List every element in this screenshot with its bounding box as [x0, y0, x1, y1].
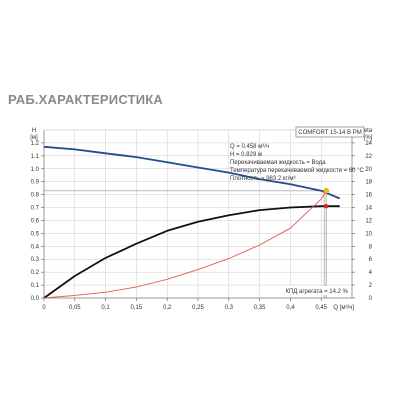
duty-guides [44, 190, 327, 298]
x-tick-label: 0,25 [192, 305, 204, 311]
x-tick-label: 0,4 [286, 305, 295, 311]
y-left-tick-label: 0.6 [31, 218, 40, 224]
efficiency-label: КПД агрегата = 14.2 % [285, 289, 348, 295]
y-left-tick-label: 1.2 [31, 141, 40, 147]
y-right-tick-label: 22 [365, 154, 372, 160]
y-left-tick-label: 0.3 [31, 257, 40, 263]
duty-point-line: Температура перекачиваемой жидкости = 60… [230, 167, 365, 174]
y-axis-left-label: H [м] [30, 128, 38, 141]
duty-markers [323, 188, 329, 209]
y-axis-right-label: eta [%] [364, 128, 373, 141]
y-right-tick-label: 16 [365, 193, 372, 199]
series-line-0 [43, 145, 341, 200]
duty-point-line: Плотность = 983.2 кг/м³ [230, 176, 295, 182]
y-left-tick-label: 0.1 [31, 283, 40, 289]
y-right-tick-label: 10 [365, 231, 372, 237]
x-axis-label: Q [м³/ч] [333, 305, 354, 311]
duty-point-line: H = 0.829 м [230, 152, 262, 158]
y-right-tick-label: 0 [369, 296, 373, 302]
duty-point-marker [323, 188, 329, 194]
y-right-tick-label: 12 [365, 218, 372, 224]
y-left-tick-label: 0.5 [31, 231, 40, 237]
duty-point-line: Q = 0.458 м³/ч [230, 144, 269, 150]
y-right-tick-label: 4 [369, 270, 373, 276]
y-axis-right-label-line: eta [364, 128, 373, 134]
page-title: РАБ.ХАРАКТЕРИСТИКА [8, 92, 164, 107]
y-left-tick-label: 0.9 [31, 180, 40, 186]
x-tick-label: 0,05 [69, 305, 81, 311]
y-axis-left-label-line: H [32, 128, 36, 134]
series-line-2 [43, 191, 327, 299]
y-right-tick-label: 14 [365, 206, 372, 212]
x-tick-label: 0,45 [315, 305, 327, 311]
model-label: COMFORT 15-14 B PM [298, 130, 361, 136]
x-tick-label: 0,1 [101, 305, 110, 311]
y-left-tick-label: 0.8 [31, 193, 40, 199]
y-right-tick-label: 18 [365, 180, 372, 186]
y-left-tick-label: 1.0 [31, 167, 40, 173]
y-left-tick-labels: 0.0 0.1 0.2 0.3 0.4 0.5 0.6 0.7 0.8 0.9 1.0 1.1 1.2 [31, 141, 44, 302]
duty-point-line: Перекачиваемая жидкость = Вода [230, 160, 326, 166]
x-tick-label: 0 [42, 305, 46, 311]
y-right-tick-label: 20 [365, 167, 372, 173]
x-tick-label: 0,35 [254, 305, 266, 311]
series-line-1 [43, 205, 340, 299]
y-left-tick-label: 0.0 [31, 296, 40, 302]
x-tick-label: 0,15 [131, 305, 143, 311]
y-left-tick-label: 0.7 [31, 206, 40, 212]
series [43, 145, 341, 299]
grid [43, 130, 352, 299]
efficiency-label-box [270, 286, 350, 295]
y-right-tick-label: 8 [369, 244, 373, 250]
x-tick-label: 0,2 [163, 305, 172, 311]
x-tick-labels: 0 0,05 0,1 0,15 0,2 0,25 0,3 0,35 0,4 0,45 [42, 298, 328, 311]
model-label-box [295, 126, 365, 138]
y-axis-right-label-line: [%] [364, 135, 373, 141]
y-left-tick-label: 1.1 [31, 154, 40, 160]
y-right-tick-label: 6 [369, 257, 373, 263]
efficiency-point-marker [323, 204, 329, 209]
x-tick-label: 0,3 [225, 305, 234, 311]
duty-point-info: Q = 0.458 м³/ч H = 0.829 м Перекачиваемая … [230, 144, 365, 182]
y-right-tick-label: 24 [365, 141, 372, 147]
y-left-tick-label: 0.2 [31, 270, 40, 276]
y-axis-left-label-line: [м] [30, 135, 38, 141]
y-left-tick-label: 0.4 [31, 244, 40, 250]
y-right-tick-label: 2 [369, 283, 373, 289]
